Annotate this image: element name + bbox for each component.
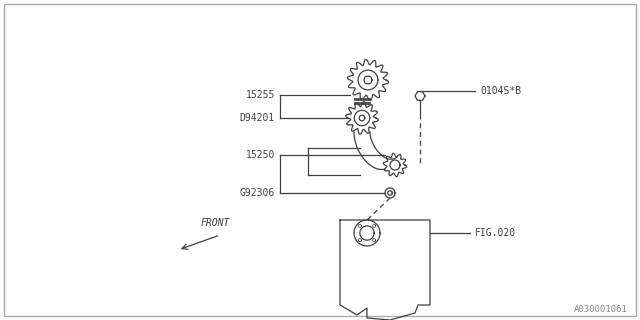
Text: D94201: D94201 [240, 113, 275, 123]
Text: G92306: G92306 [240, 188, 275, 198]
Text: A030001061: A030001061 [574, 305, 628, 314]
Text: 0104S*B: 0104S*B [480, 86, 521, 96]
Text: 15250: 15250 [246, 150, 275, 160]
Text: 15255: 15255 [246, 90, 275, 100]
Text: FIG.020: FIG.020 [475, 228, 516, 238]
Text: FRONT: FRONT [200, 218, 230, 228]
